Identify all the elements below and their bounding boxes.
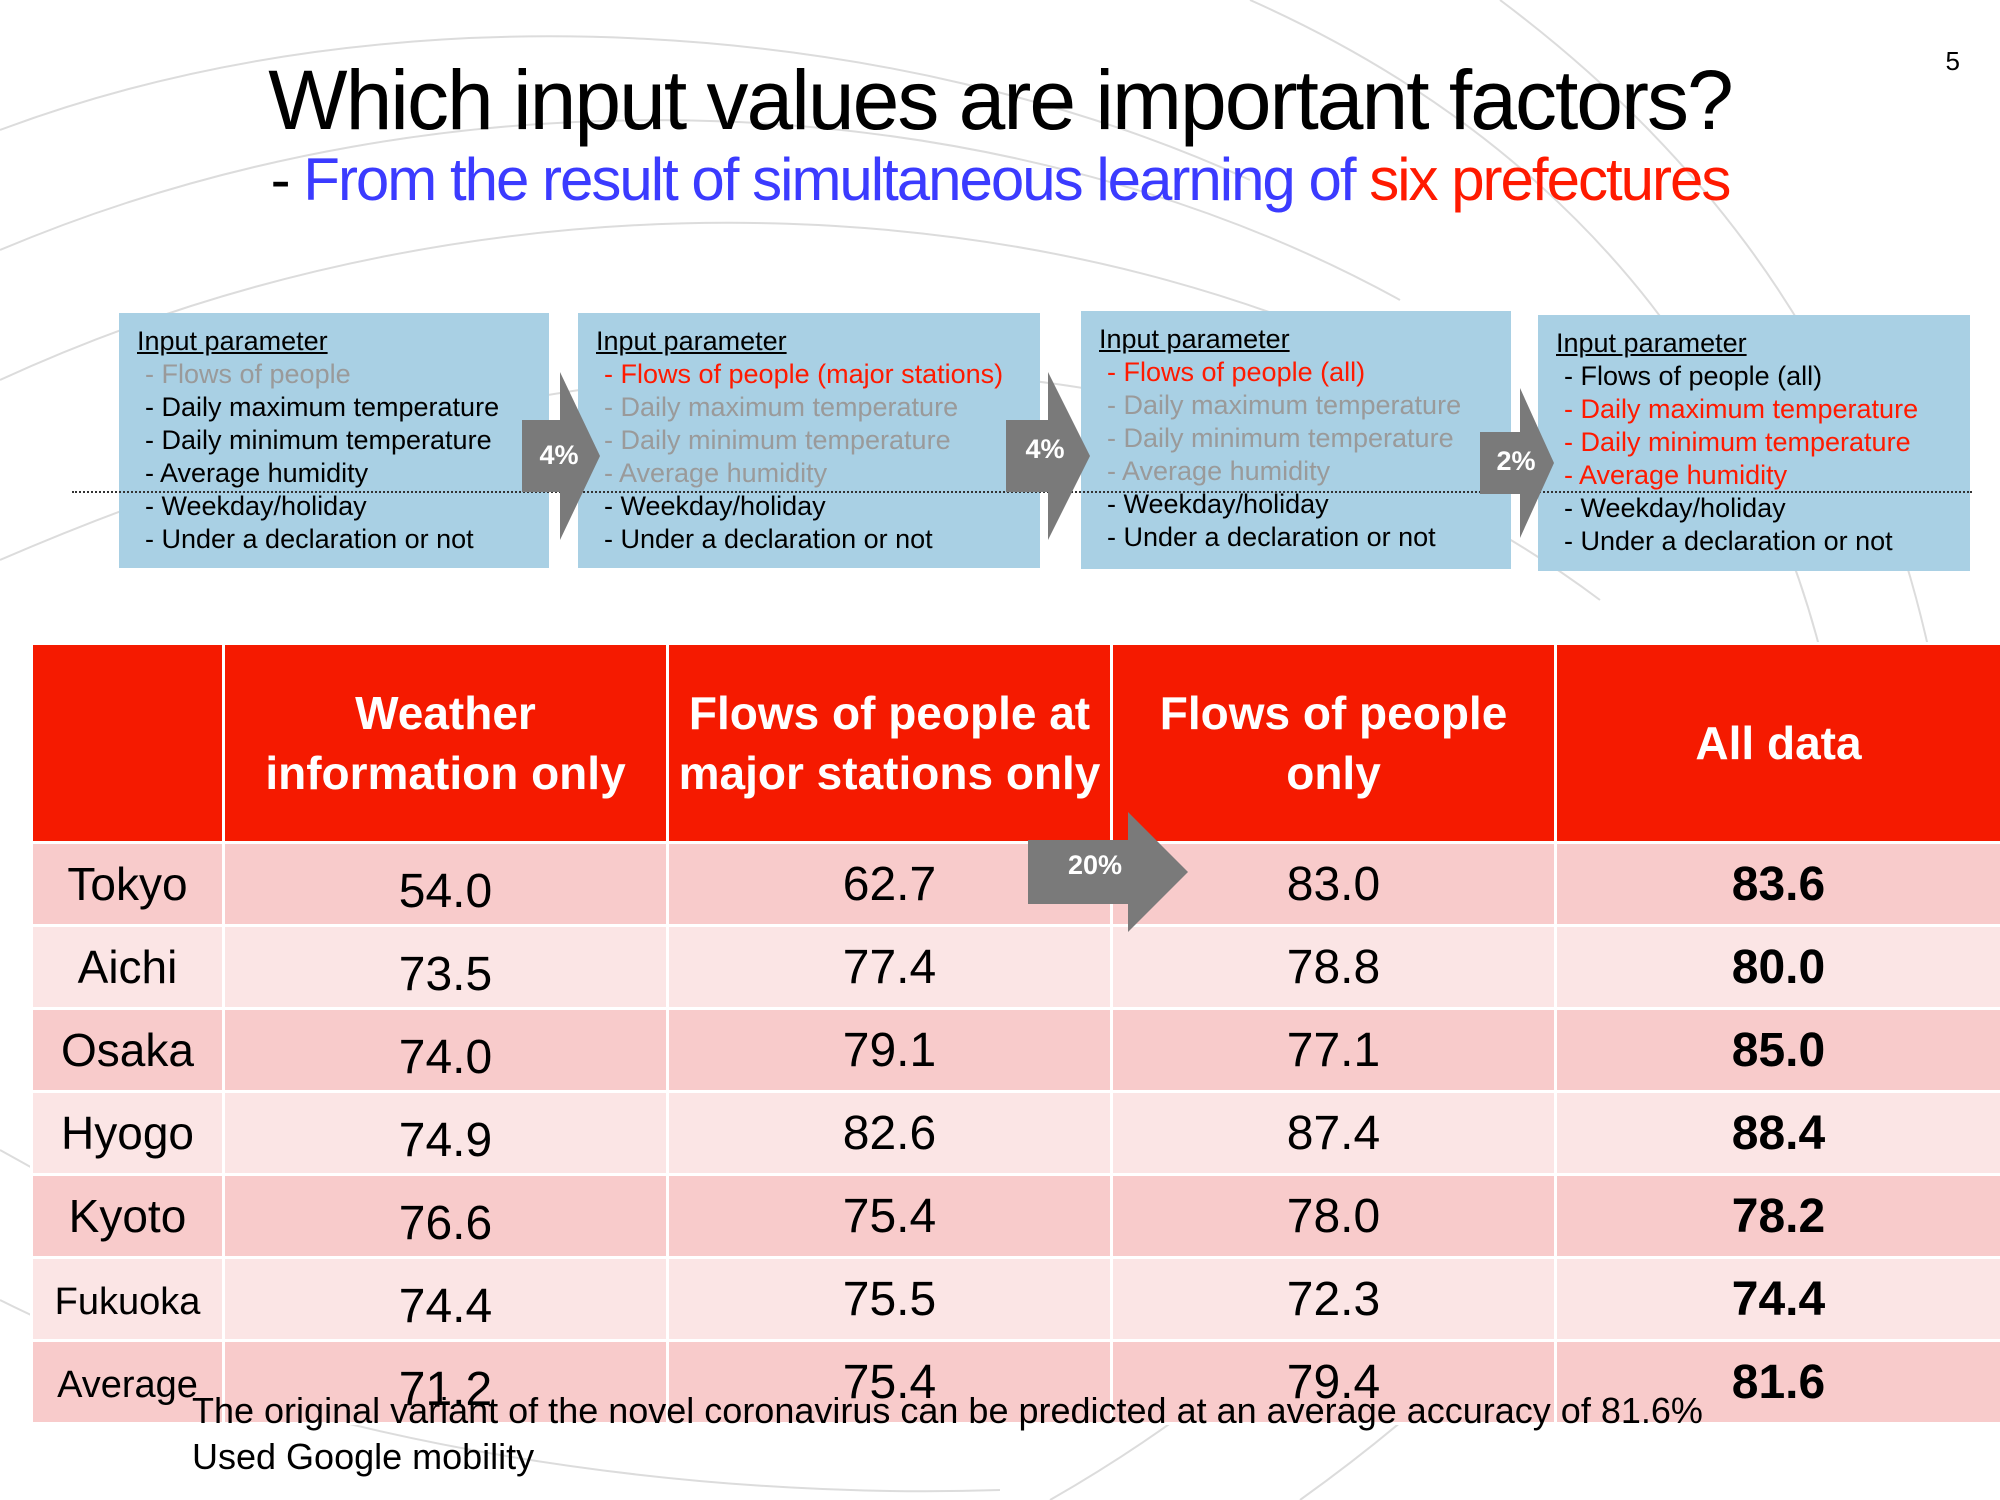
param-item: - Daily maximum temperature xyxy=(145,392,500,422)
table-row: Fukuoka 74.4 75.5 72.3 74.4 xyxy=(30,1256,2000,1342)
table-header-weather: Weather information only xyxy=(222,642,669,844)
param-item: - Weekday/holiday xyxy=(1564,493,1786,523)
param-box-4: Input parameter - Flows of people (all) … xyxy=(1538,315,1970,571)
param-item: - Daily minimum temperature xyxy=(1564,427,1911,457)
table-cell: 83.0 xyxy=(1110,841,1557,927)
param-item: - Average humidity xyxy=(1564,460,1788,490)
arrow-right-icon xyxy=(522,372,600,540)
param-item: - Flows of people (major stations) xyxy=(604,359,1004,389)
table-cell: 77.1 xyxy=(1110,1007,1557,1093)
table-cell: 75.4 xyxy=(666,1173,1113,1259)
table-cell: 74.9 xyxy=(222,1090,669,1176)
table-header-corner xyxy=(30,642,225,844)
table-cell: 78.2 xyxy=(1554,1173,2000,1259)
subtitle-dash: - xyxy=(270,146,304,213)
table-row: Kyoto 76.6 75.4 78.0 78.2 xyxy=(30,1173,2000,1259)
arrow-label: 2% xyxy=(1496,446,1536,476)
prefecture-name: Average xyxy=(30,1339,225,1425)
table-row: Average 71.2 75.4 79.4 81.6 xyxy=(30,1339,2000,1425)
table-cell: 76.6 xyxy=(222,1173,669,1259)
table-cell: 73.5 xyxy=(222,924,669,1010)
page-number: 5 xyxy=(1945,46,1960,76)
param-box-header: Input parameter xyxy=(1556,328,1747,358)
param-item: - Weekday/holiday xyxy=(604,491,826,521)
param-box-header: Input parameter xyxy=(137,326,328,356)
table-cell: 79.1 xyxy=(666,1007,1113,1093)
param-item: - Flows of people xyxy=(145,359,351,389)
prefecture-name: Kyoto xyxy=(30,1173,225,1259)
footer-line-mobility: Used Google mobility xyxy=(192,1436,535,1477)
prefecture-name: Tokyo xyxy=(30,841,225,927)
arrow-right-icon xyxy=(1480,388,1554,538)
param-item: - Under a declaration or not xyxy=(1107,522,1436,552)
prefecture-name: Aichi xyxy=(30,924,225,1010)
footer-line-accuracy: The original variant of the novel corona… xyxy=(192,1390,1703,1431)
prefecture-name: Fukuoka xyxy=(30,1256,225,1342)
table-row: Tokyo 54.0 62.7 83.0 83.6 xyxy=(30,841,2000,927)
param-box-header: Input parameter xyxy=(1099,324,1290,354)
param-box-1: Input parameter - Flows of people - Dail… xyxy=(119,313,549,568)
param-item: - Weekday/holiday xyxy=(145,491,367,521)
subtitle-red-text: six prefectures xyxy=(1369,146,1731,213)
table-cell: 88.4 xyxy=(1554,1090,2000,1176)
param-box-header: Input parameter xyxy=(596,326,787,356)
param-item: - Daily minimum temperature xyxy=(604,425,951,455)
param-item: - Daily minimum temperature xyxy=(145,425,492,455)
param-item: - Daily maximum temperature xyxy=(604,392,959,422)
param-box-3: Input parameter - Flows of people (all) … xyxy=(1081,311,1511,569)
table-cell: 75.5 xyxy=(666,1256,1113,1342)
table-cell: 54.0 xyxy=(222,841,669,927)
param-item: - Daily minimum temperature xyxy=(1107,423,1454,453)
table-cell: 85.0 xyxy=(1554,1007,2000,1093)
table-cell: 81.6 xyxy=(1554,1339,2000,1425)
footer-notes: The original variant of the novel corona… xyxy=(192,1388,1703,1480)
prefecture-name: Osaka xyxy=(30,1007,225,1093)
arrow-label: 20% xyxy=(1067,850,1123,880)
table-cell: 78.0 xyxy=(1110,1173,1557,1259)
table-row: Aichi 73.5 77.4 78.8 80.0 xyxy=(30,924,2000,1010)
param-item: - Flows of people (all) xyxy=(1107,357,1366,387)
param-item: - Average humidity xyxy=(1107,456,1331,486)
subtitle-blue-text: From the result of simultaneous learning… xyxy=(303,146,1370,213)
table-cell: 74.0 xyxy=(222,1007,669,1093)
arrow-label: 4% xyxy=(1025,434,1065,464)
param-item: - Weekday/holiday xyxy=(1107,489,1329,519)
table-cell: 75.4 xyxy=(666,1339,1113,1425)
param-item: - Under a declaration or not xyxy=(604,524,933,554)
param-item: - Under a declaration or not xyxy=(1564,526,1893,556)
arrow-label: 4% xyxy=(539,440,579,470)
table-cell: 77.4 xyxy=(666,924,1113,1010)
table-cell: 74.4 xyxy=(1554,1256,2000,1342)
table-cell: 87.4 xyxy=(1110,1090,1557,1176)
table-cell: 72.3 xyxy=(1110,1256,1557,1342)
param-item: - Average humidity xyxy=(145,458,369,488)
table-cell: 83.6 xyxy=(1554,841,2000,927)
table-cell: 82.6 xyxy=(666,1090,1113,1176)
table-cell: 79.4 xyxy=(1110,1339,1557,1425)
param-item: - Daily maximum temperature xyxy=(1107,390,1462,420)
page-title: Which input values are important factors… xyxy=(268,53,1733,147)
page-subtitle: - From the result of simultaneous learni… xyxy=(0,150,2000,210)
param-item: - Under a declaration or not xyxy=(145,524,474,554)
table-cell: 74.4 xyxy=(222,1256,669,1342)
param-item: - Daily maximum temperature xyxy=(1564,394,1919,424)
arrow-right-icon xyxy=(1006,372,1090,540)
arrow-right-icon xyxy=(1028,812,1188,932)
prefecture-name: Hyogo xyxy=(30,1090,225,1176)
table-cell: 78.8 xyxy=(1110,924,1557,1010)
param-item: - Flows of people (all) xyxy=(1564,361,1823,391)
table-header-flows-only: Flows of people only xyxy=(1110,642,1557,844)
table-cell: 80.0 xyxy=(1554,924,2000,1010)
table-row: Osaka 74.0 79.1 77.1 85.0 xyxy=(30,1007,2000,1093)
table-row: Hyogo 74.9 82.6 87.4 88.4 xyxy=(30,1090,2000,1176)
param-item: - Average humidity xyxy=(604,458,828,488)
table-header-row: Weather information only Flows of people… xyxy=(30,642,2000,844)
table-header-all-data: All data xyxy=(1554,642,2000,844)
table-cell: 71.2 xyxy=(222,1339,669,1425)
param-box-2: Input parameter - Flows of people (major… xyxy=(578,313,1040,568)
results-table: Weather information only Flows of people… xyxy=(30,642,2000,1425)
table-header-major-stations: Flows of people at major stations only xyxy=(666,642,1113,844)
